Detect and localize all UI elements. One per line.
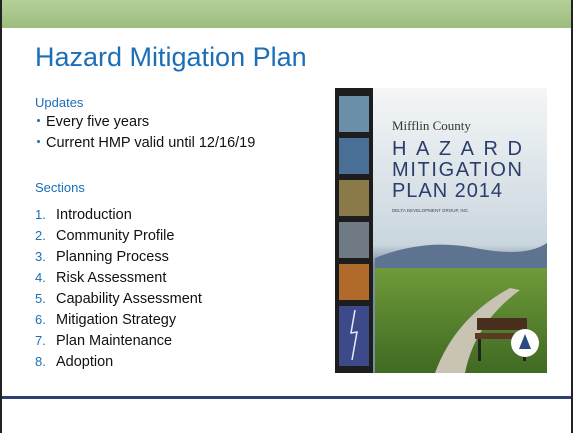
item-text: Capability Assessment	[56, 291, 202, 307]
item-number: 2.	[35, 228, 56, 243]
bottom-rule	[2, 396, 571, 399]
item-number: 8.	[35, 354, 56, 369]
list-item: 7.Plan Maintenance	[35, 333, 172, 349]
item-number: 3.	[35, 249, 56, 264]
cover-photo	[339, 138, 369, 174]
item-number: 4.	[35, 270, 56, 285]
bullet	[37, 140, 40, 143]
item-number: 7.	[35, 333, 56, 348]
bullet-item: Every five years	[35, 114, 149, 130]
cover-photo	[339, 222, 369, 258]
report-cover: Mifflin County HAZARD MITIGATION PLAN 20…	[335, 88, 547, 373]
list-item: 5.Capability Assessment	[35, 291, 202, 307]
item-text: Mitigation Strategy	[56, 312, 176, 328]
item-text: Introduction	[56, 207, 132, 223]
list-item: 8.Adoption	[35, 354, 113, 370]
slide: Hazard Mitigation Plan Updates Every fiv…	[0, 0, 573, 433]
cover-bench	[477, 318, 527, 330]
cover-publisher: DELTA DEVELOPMENT GROUP, INC.	[392, 208, 469, 213]
slide-title: Hazard Mitigation Plan	[35, 42, 307, 73]
bullet	[37, 119, 40, 122]
cover-photo	[339, 96, 369, 132]
item-text: Community Profile	[56, 228, 174, 244]
cover-bench	[478, 339, 481, 361]
item-text: Plan Maintenance	[56, 333, 172, 349]
bullet-item: Current HMP valid until 12/16/19	[35, 135, 255, 151]
list-item: 1.Introduction	[35, 207, 132, 223]
list-item: 6.Mitigation Strategy	[35, 312, 176, 328]
list-item: 2.Community Profile	[35, 228, 174, 244]
section-heading: Sections	[35, 180, 85, 195]
item-number: 6.	[35, 312, 56, 327]
item-number: 1.	[35, 207, 56, 222]
item-text: Adoption	[56, 354, 113, 370]
cover-photo	[339, 264, 369, 300]
header-band	[2, 0, 571, 28]
list-item: 4.Risk Assessment	[35, 270, 166, 286]
item-text: Planning Process	[56, 249, 169, 265]
cover-photo	[339, 180, 369, 216]
section-heading: Updates	[35, 95, 83, 110]
item-number: 5.	[35, 291, 56, 306]
cover-title: MITIGATION	[392, 159, 522, 181]
item-text: Risk Assessment	[56, 270, 166, 286]
cover-title: PLAN 2014	[392, 180, 502, 202]
list-item: 3.Planning Process	[35, 249, 169, 265]
cover-county: Mifflin County	[392, 118, 471, 133]
bullet-text: Every five years	[46, 114, 149, 130]
bullet-text: Current HMP valid until 12/16/19	[46, 135, 255, 151]
